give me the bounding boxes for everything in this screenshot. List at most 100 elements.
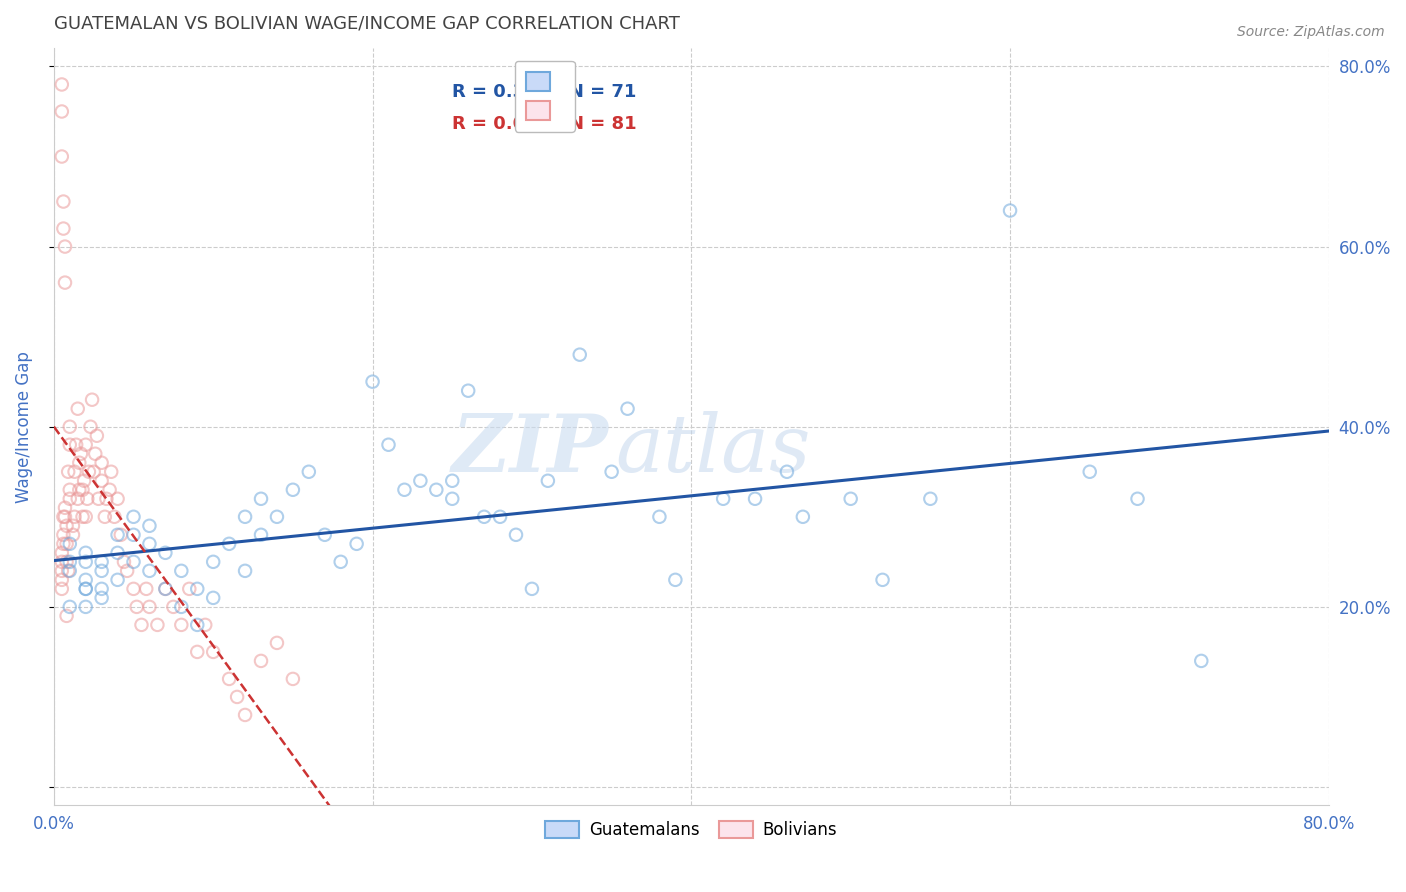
Point bbox=[115, 564, 138, 578]
Point bbox=[600, 465, 623, 479]
Point bbox=[394, 483, 416, 497]
Point bbox=[51, 149, 73, 163]
Point bbox=[75, 555, 97, 569]
Text: R = 0.089   N = 81: R = 0.089 N = 81 bbox=[451, 115, 637, 133]
Point bbox=[107, 546, 129, 560]
Point bbox=[51, 573, 73, 587]
Point bbox=[170, 618, 193, 632]
Point bbox=[202, 555, 225, 569]
Point bbox=[59, 564, 82, 578]
Point bbox=[96, 491, 118, 506]
Point bbox=[186, 645, 208, 659]
Point bbox=[90, 456, 112, 470]
Point bbox=[218, 537, 240, 551]
Point bbox=[62, 518, 84, 533]
Point bbox=[90, 474, 112, 488]
Point bbox=[218, 672, 240, 686]
Point bbox=[72, 483, 94, 497]
Point bbox=[298, 465, 321, 479]
Point bbox=[75, 546, 97, 560]
Point bbox=[1078, 465, 1101, 479]
Point bbox=[872, 573, 894, 587]
Point bbox=[711, 491, 734, 506]
Point bbox=[664, 573, 686, 587]
Point bbox=[170, 599, 193, 614]
Point bbox=[233, 708, 256, 723]
Point bbox=[65, 438, 87, 452]
Text: GUATEMALAN VS BOLIVIAN WAGE/INCOME GAP CORRELATION CHART: GUATEMALAN VS BOLIVIAN WAGE/INCOME GAP C… bbox=[53, 15, 679, 33]
Point bbox=[59, 491, 82, 506]
Point bbox=[52, 509, 75, 524]
Point bbox=[76, 491, 98, 506]
Point bbox=[55, 537, 77, 551]
Point bbox=[56, 564, 79, 578]
Point bbox=[75, 438, 97, 452]
Point bbox=[66, 491, 89, 506]
Point bbox=[233, 509, 256, 524]
Point bbox=[55, 518, 77, 533]
Point bbox=[122, 582, 145, 596]
Point bbox=[77, 465, 100, 479]
Point bbox=[110, 528, 132, 542]
Point bbox=[425, 483, 447, 497]
Point bbox=[53, 239, 76, 253]
Point bbox=[87, 491, 110, 506]
Y-axis label: Wage/Income Gap: Wage/Income Gap bbox=[15, 351, 32, 503]
Point bbox=[103, 509, 125, 524]
Point bbox=[122, 528, 145, 542]
Point bbox=[59, 537, 82, 551]
Point bbox=[616, 401, 638, 416]
Point bbox=[162, 599, 184, 614]
Point bbox=[125, 599, 148, 614]
Point bbox=[520, 582, 543, 596]
Point bbox=[75, 582, 97, 596]
Text: Source: ZipAtlas.com: Source: ZipAtlas.com bbox=[1237, 25, 1385, 39]
Point bbox=[472, 509, 495, 524]
Point bbox=[138, 564, 160, 578]
Point bbox=[170, 564, 193, 578]
Point bbox=[226, 690, 249, 704]
Point bbox=[53, 509, 76, 524]
Point bbox=[839, 491, 862, 506]
Text: ZIP: ZIP bbox=[451, 410, 609, 488]
Point bbox=[250, 654, 273, 668]
Point bbox=[75, 573, 97, 587]
Point bbox=[202, 645, 225, 659]
Point bbox=[86, 428, 108, 442]
Text: R = 0.309   N = 71: R = 0.309 N = 71 bbox=[451, 83, 636, 102]
Point bbox=[52, 221, 75, 235]
Point bbox=[441, 491, 464, 506]
Point bbox=[155, 582, 177, 596]
Point bbox=[135, 582, 157, 596]
Point bbox=[329, 555, 352, 569]
Point bbox=[122, 509, 145, 524]
Point bbox=[55, 555, 77, 569]
Point bbox=[51, 582, 73, 596]
Point bbox=[361, 375, 384, 389]
Legend: Guatemalans, Bolivians: Guatemalans, Bolivians bbox=[538, 814, 844, 846]
Point bbox=[266, 509, 288, 524]
Point bbox=[744, 491, 766, 506]
Point bbox=[56, 465, 79, 479]
Text: atlas: atlas bbox=[614, 410, 810, 488]
Point bbox=[122, 555, 145, 569]
Point bbox=[66, 401, 89, 416]
Point bbox=[346, 537, 368, 551]
Point bbox=[90, 555, 112, 569]
Point bbox=[107, 573, 129, 587]
Point bbox=[457, 384, 479, 398]
Point bbox=[51, 555, 73, 569]
Point bbox=[250, 528, 273, 542]
Point bbox=[70, 447, 93, 461]
Point bbox=[441, 474, 464, 488]
Point bbox=[90, 591, 112, 605]
Point bbox=[179, 582, 201, 596]
Point bbox=[67, 456, 90, 470]
Point bbox=[568, 348, 591, 362]
Point bbox=[138, 518, 160, 533]
Point bbox=[59, 599, 82, 614]
Point bbox=[377, 438, 399, 452]
Point bbox=[146, 618, 169, 632]
Point bbox=[1126, 491, 1149, 506]
Point bbox=[59, 555, 82, 569]
